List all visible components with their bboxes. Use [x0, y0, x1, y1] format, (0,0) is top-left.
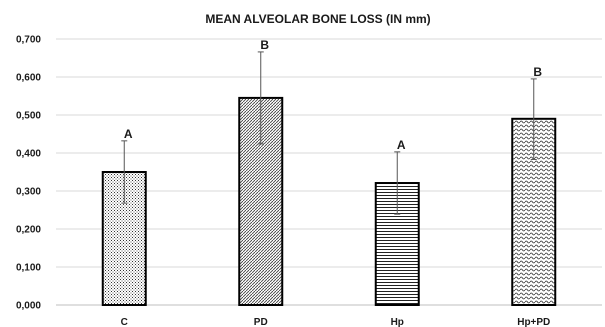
chart-title: MEAN ALVEOLAR BONE LOSS (IN mm): [205, 12, 430, 26]
bars: [101, 96, 557, 307]
x-category-label: Hp+PD: [517, 317, 550, 327]
significance-letter: B: [260, 38, 269, 52]
error-bars: [121, 51, 537, 215]
significance-letter: A: [397, 138, 406, 152]
y-tick-label: 0,300: [16, 187, 41, 198]
y-tick-label: 0,700: [16, 35, 41, 46]
y-tick-label: 0,600: [16, 73, 41, 84]
x-category-label: PD: [254, 317, 268, 327]
y-tick-label: 0,400: [16, 149, 41, 160]
significance-letters: A B A B: [124, 38, 543, 152]
significance-letter: A: [124, 127, 133, 141]
x-category-label: C: [121, 317, 128, 327]
y-tick-label: 0,200: [16, 225, 41, 236]
y-tick-label: 0,100: [16, 263, 41, 274]
x-axis-category-labels: C PD Hp Hp+PD: [121, 317, 551, 327]
y-tick-label: 0,500: [16, 111, 41, 122]
y-axis-tick-labels: 0,000 0,100 0,200 0,300 0,400 0,500 0,600 0,700: [16, 35, 41, 312]
gridlines: [56, 38, 602, 268]
significance-letter: B: [533, 65, 542, 79]
y-tick-label: 0,000: [16, 301, 41, 312]
x-category-label: Hp: [391, 317, 404, 327]
